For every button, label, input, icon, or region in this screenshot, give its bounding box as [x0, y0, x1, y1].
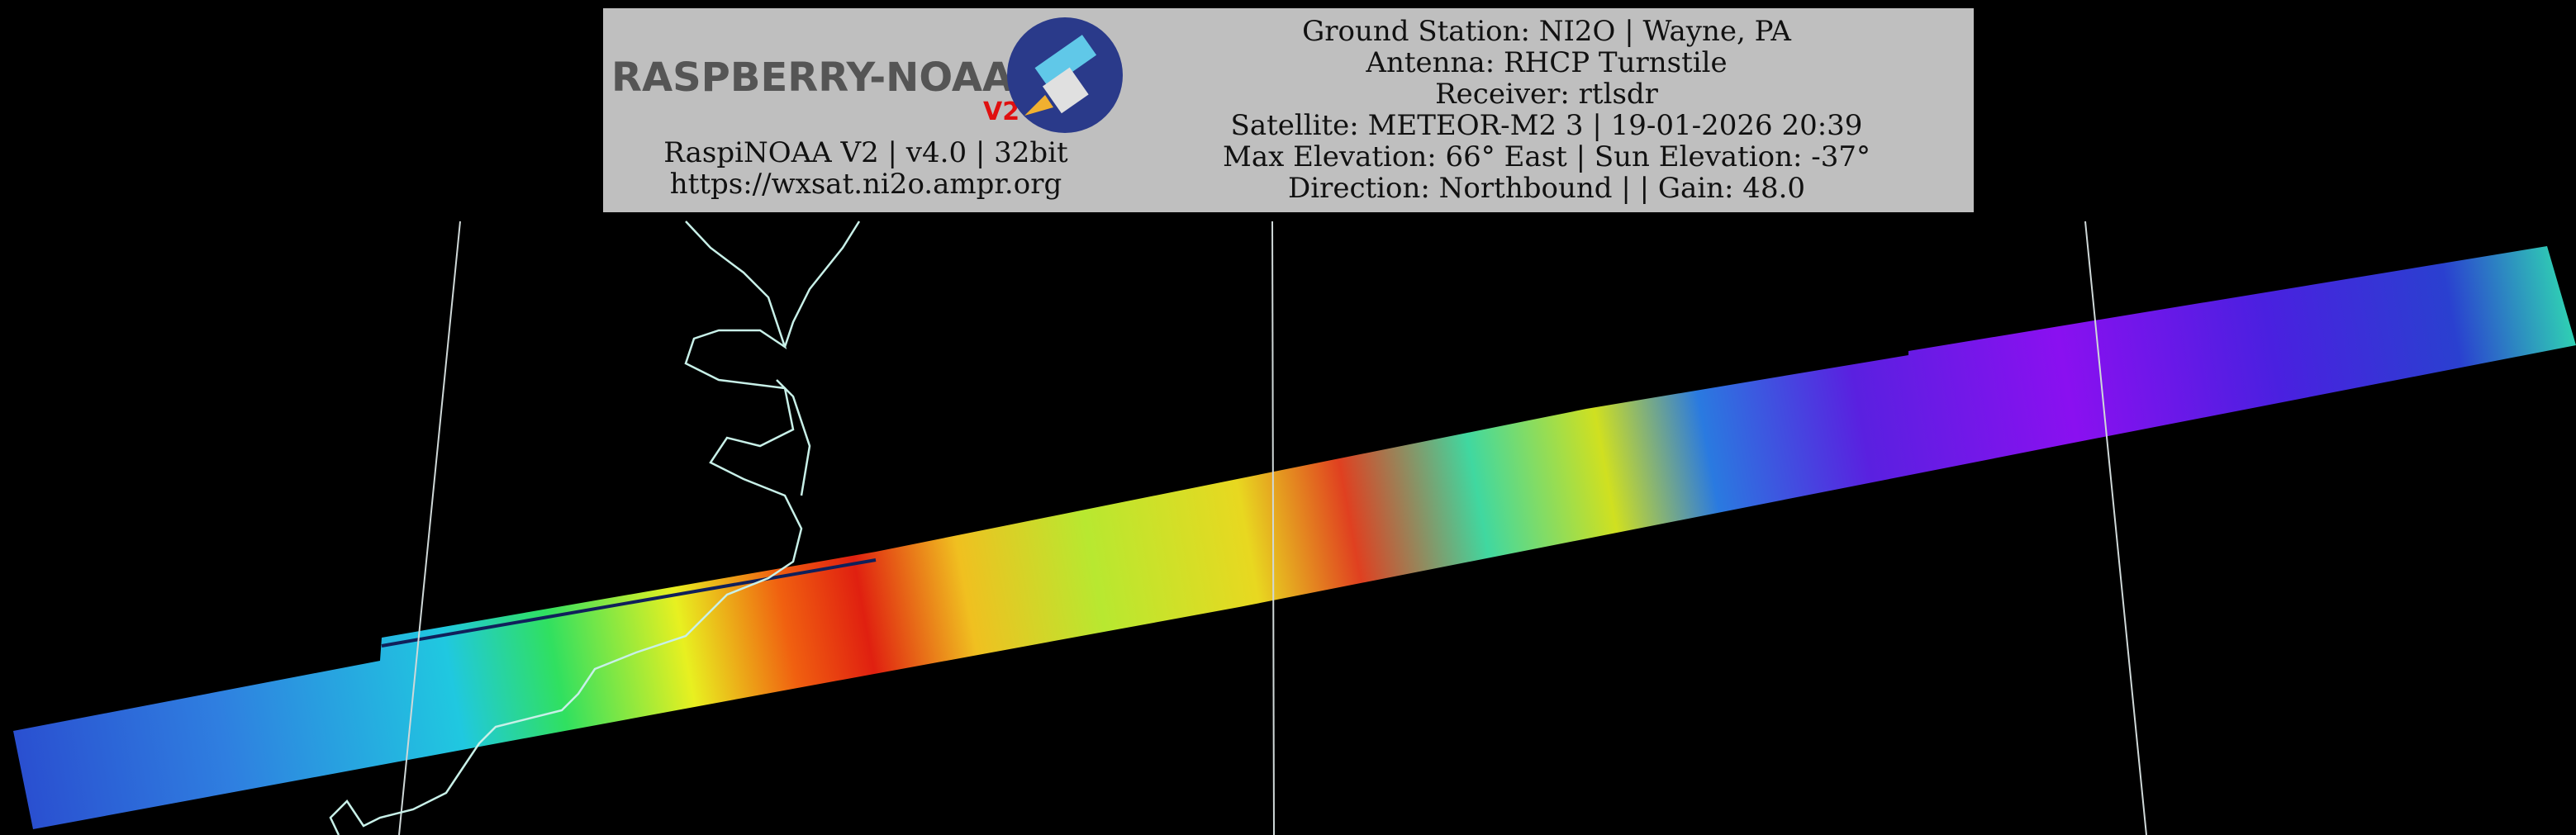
pass-info-line: Max Elevation: 66° East | Sun Elevation:…	[1223, 140, 1870, 173]
logo-text: RASPBERRY-NOAA	[611, 55, 1013, 101]
scan-gap	[381, 558, 877, 648]
meridian-line	[398, 221, 461, 835]
pass-info-line: Receiver: rtlsdr	[1435, 78, 1659, 111]
logo-icon	[1007, 17, 1123, 133]
pass-info-line: Direction: Northbound | | Gain: 48.0	[1288, 172, 1805, 205]
coastline	[329, 221, 861, 835]
info-panel	[603, 8, 1974, 212]
meridian-line	[1271, 221, 1275, 835]
satellite-swath	[13, 246, 2576, 829]
logo-version: V2	[983, 97, 1019, 126]
pass-info-line: Antenna: RHCP Turnstile	[1365, 46, 1727, 79]
pass-info-line: Ground Station: NI2O | Wayne, PA	[1302, 15, 1791, 48]
info-text: RaspiNOAA V2 | v4.0 | 32bithttps://wxsat…	[663, 15, 1870, 205]
meridian-line	[2084, 221, 2147, 835]
station-info-line: https://wxsat.ni2o.ampr.org	[670, 168, 1062, 201]
station-info-line: RaspiNOAA V2 | v4.0 | 32bit	[663, 136, 1068, 169]
meridians	[398, 221, 2147, 835]
pass-info-line: Satellite: METEOR-M2 3 | 19-01-2026 20:3…	[1231, 109, 1863, 142]
